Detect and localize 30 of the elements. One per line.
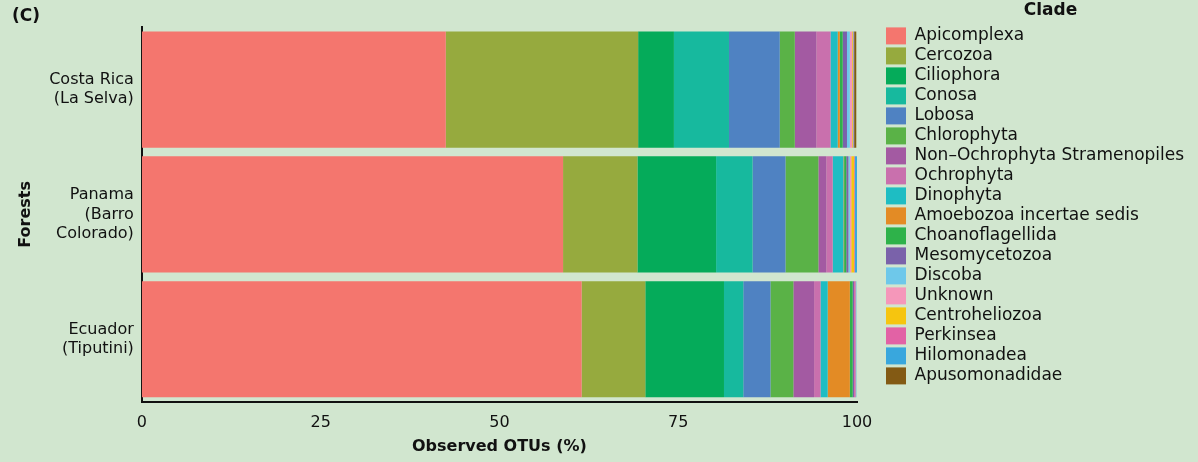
x-axis-title: Observed OTUs (%) bbox=[411, 435, 587, 455]
x-tick-label: 100 bbox=[841, 412, 873, 432]
legend-title: Clade bbox=[1023, 0, 1078, 19]
legend-label: Discoba bbox=[914, 264, 983, 285]
legend-label: Conosa bbox=[914, 84, 978, 105]
legend-label: Lobosa bbox=[914, 104, 975, 125]
legend-label: Apusomonadidae bbox=[914, 364, 1063, 385]
x-tick-label: 0 bbox=[136, 412, 147, 432]
legend-label: Dinophyta bbox=[914, 184, 1003, 205]
x-tick-label: 50 bbox=[489, 412, 510, 432]
legend-label: Ochrophyta bbox=[914, 164, 1014, 185]
legend-label: Ciliophora bbox=[914, 64, 1001, 85]
y-tick-label: Panama (Barro Colorado) bbox=[56, 184, 134, 242]
legend-label: Amoebozoa incertae sedis bbox=[914, 204, 1139, 225]
y-tick-label: Costa Rica (La Selva) bbox=[49, 69, 134, 108]
chart-title: (C) bbox=[12, 5, 41, 26]
legend-label: Choanoflagellida bbox=[914, 224, 1057, 245]
legend-label: Chlorophyta bbox=[914, 124, 1018, 145]
legend-label: Cercozoa bbox=[914, 44, 993, 65]
legend-label: Mesomycetozoa bbox=[914, 244, 1053, 265]
x-tick-label: 75 bbox=[668, 412, 689, 432]
legend-label: Centroheliozoa bbox=[914, 304, 1043, 325]
legend-label: Unknown bbox=[914, 284, 994, 305]
legend-label: Hilomonadea bbox=[914, 344, 1027, 365]
x-tick-label: 25 bbox=[310, 412, 331, 432]
y-tick-label: Ecuador (Tiputini) bbox=[62, 318, 135, 357]
legend-label: Non–Ochrophyta Stramenopiles bbox=[914, 144, 1185, 165]
legend-label: Apicomplexa bbox=[914, 24, 1025, 45]
legend-label: Perkinsea bbox=[914, 324, 997, 345]
y-axis-title: Forests bbox=[14, 181, 34, 248]
